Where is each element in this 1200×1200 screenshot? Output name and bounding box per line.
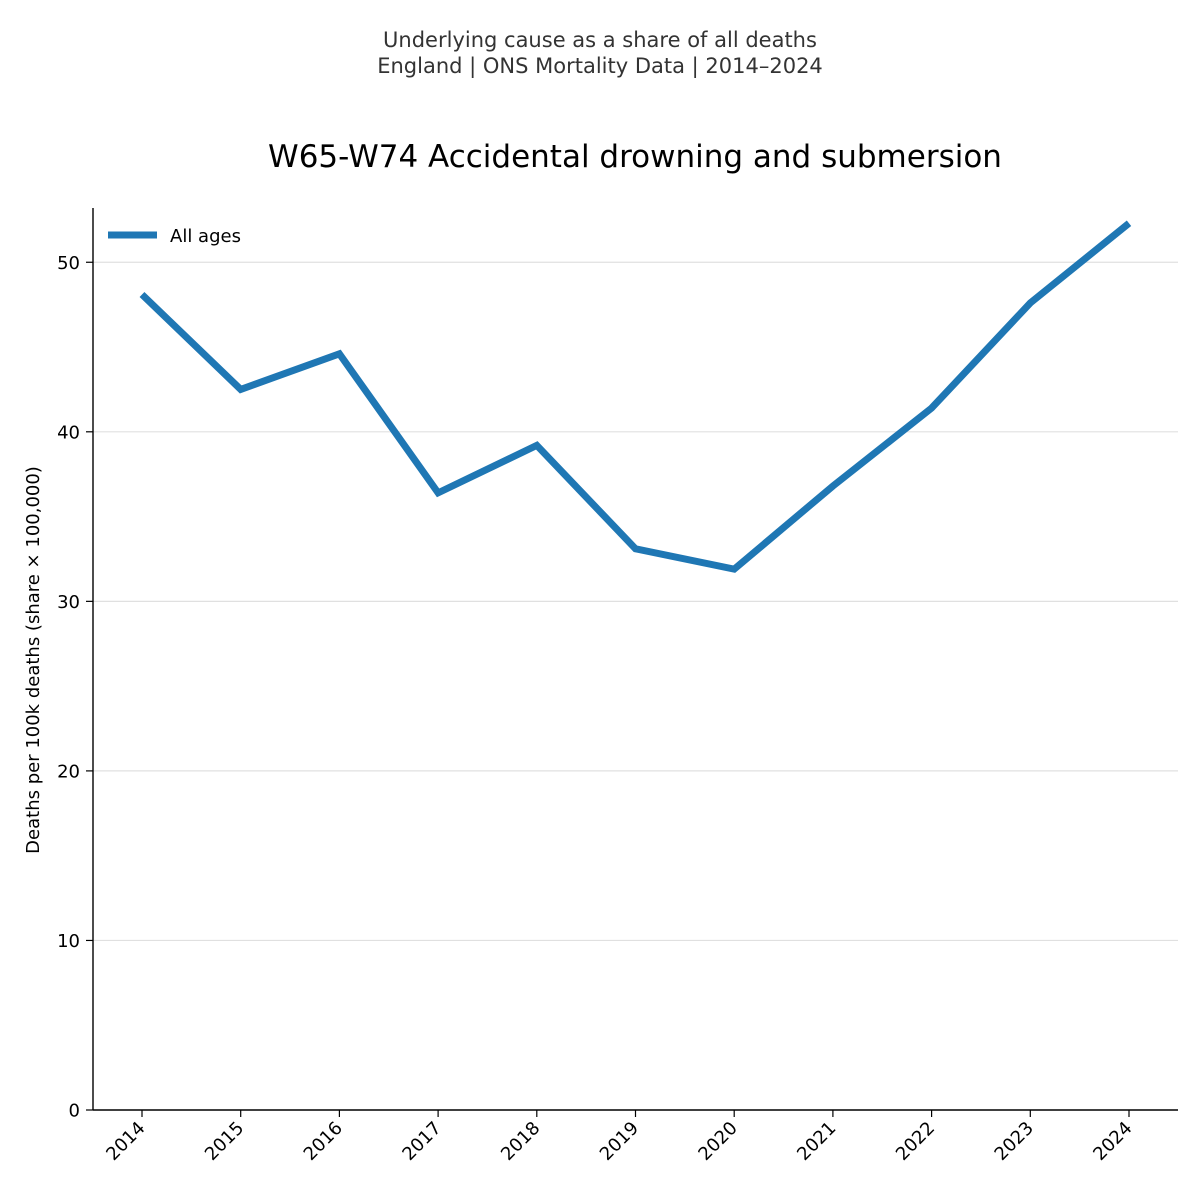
y-tick-label: 30: [57, 592, 80, 613]
x-tick-label: 2016: [300, 1118, 347, 1165]
x-tick-label: 2023: [991, 1118, 1038, 1165]
y-tick-label: 10: [57, 931, 80, 952]
x-tick-label: 2019: [596, 1118, 643, 1165]
y-tick-label: 20: [57, 761, 80, 782]
x-tick-label: 2014: [102, 1118, 149, 1165]
x-tick-label: 2022: [892, 1118, 939, 1165]
x-tick-label: 2021: [793, 1118, 840, 1165]
suptitle-line-1: Underlying cause as a share of all death…: [383, 28, 817, 52]
legend-label: All ages: [170, 226, 241, 247]
series-line-0: [139, 220, 1132, 573]
suptitle-line-2: England | ONS Mortality Data | 2014–2024: [377, 54, 823, 78]
y-tick-label: 0: [69, 1101, 80, 1122]
x-tick-label: 2020: [694, 1118, 741, 1165]
chart-title: W65-W74 Accidental drowning and submersi…: [268, 139, 1002, 175]
axes-layer: 0 10 20 30 40 50 2014 2015 2016 2017 2018 2019 2020 2…: [57, 208, 1178, 1165]
x-tick-label: 2018: [497, 1118, 544, 1165]
grid-layer: [93, 261, 1178, 942]
y-axis-label: Deaths per 100k deaths (share × 100,000): [23, 466, 44, 854]
y-tick-label: 40: [57, 422, 80, 443]
x-tick-label: 2017: [398, 1118, 445, 1165]
x-tick-label: 2015: [201, 1118, 248, 1165]
legend: All ages: [108, 226, 241, 247]
y-tick-label: 50: [57, 253, 80, 274]
x-tick-label: 2024: [1089, 1118, 1136, 1165]
series-layer: [139, 220, 1132, 573]
